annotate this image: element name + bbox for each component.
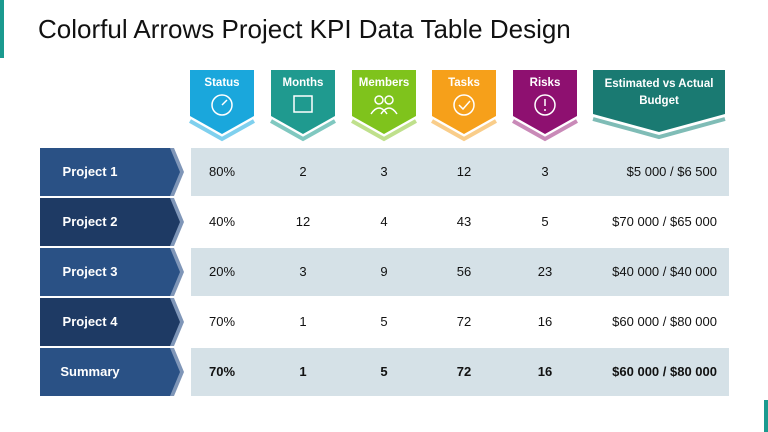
table-cell: $5 000 / $6 500 bbox=[626, 164, 717, 179]
table-cell: 72 bbox=[456, 364, 472, 379]
column-header: Estimated vs Actual Budget bbox=[604, 78, 714, 107]
badge-shadow bbox=[431, 119, 497, 142]
table-cell: 16 bbox=[537, 364, 553, 379]
icon bbox=[384, 95, 394, 105]
icon bbox=[293, 95, 313, 113]
row-arrow bbox=[40, 298, 180, 346]
row-label: Project 1 bbox=[62, 164, 118, 179]
table-cell: 70% bbox=[208, 314, 236, 329]
icon bbox=[370, 107, 398, 115]
table-cell: 40% bbox=[208, 214, 236, 229]
icon bbox=[534, 94, 556, 116]
icon bbox=[374, 95, 384, 105]
corner-accent bbox=[0, 0, 4, 58]
table-cell: 16 bbox=[537, 314, 553, 329]
row-arrow bbox=[40, 248, 180, 296]
table-cell: 70% bbox=[208, 364, 236, 379]
table-cell: $40 000 / $40 000 bbox=[612, 264, 717, 279]
table-cell: 3 bbox=[541, 164, 549, 179]
icon bbox=[211, 94, 233, 116]
column-header: Tasks bbox=[448, 77, 480, 89]
row-arrow bbox=[40, 198, 180, 246]
icon bbox=[453, 94, 475, 116]
column-header: Members bbox=[358, 77, 410, 89]
row-label: Project 3 bbox=[62, 264, 118, 279]
header-badge bbox=[593, 70, 725, 132]
table-cell: 4 bbox=[380, 214, 388, 229]
icon bbox=[221, 99, 228, 106]
table-cell: 12 bbox=[295, 214, 311, 229]
badge-shadow bbox=[512, 119, 578, 142]
table-cell: $60 000 / $80 000 bbox=[612, 314, 717, 329]
table-cell: 2 bbox=[299, 164, 307, 179]
badge-shadow bbox=[351, 119, 417, 142]
table-cell: 1 bbox=[299, 314, 307, 329]
table-cell: 5 bbox=[541, 214, 549, 229]
table-cell: 20% bbox=[208, 264, 236, 279]
row-band bbox=[191, 148, 729, 196]
corner-accent bbox=[764, 400, 768, 432]
table-cell: 3 bbox=[299, 264, 307, 279]
icon bbox=[458, 100, 471, 111]
table-cell: 23 bbox=[537, 264, 553, 279]
table-cell: 3 bbox=[380, 164, 388, 179]
table-cell: 5 bbox=[380, 314, 388, 329]
header-badge bbox=[271, 70, 335, 134]
row-band bbox=[191, 348, 729, 396]
table-cell: 72 bbox=[456, 314, 472, 329]
table-cell: 9 bbox=[380, 264, 388, 279]
column-header: Risks bbox=[529, 77, 561, 89]
header-badge bbox=[190, 70, 254, 134]
badge-shadow bbox=[189, 119, 255, 142]
header-badge bbox=[432, 70, 496, 134]
badge-shadow bbox=[592, 117, 726, 140]
badge-shadow bbox=[270, 119, 336, 142]
column-header: Months bbox=[282, 77, 324, 89]
table-cell: 56 bbox=[456, 264, 472, 279]
table-cell: 5 bbox=[380, 364, 388, 379]
table-cell: $70 000 / $65 000 bbox=[612, 214, 717, 229]
slide-title: Colorful Arrows Project KPI Data Table D… bbox=[38, 14, 571, 44]
row-arrow bbox=[40, 148, 180, 196]
header-badge bbox=[352, 70, 416, 134]
row-band bbox=[191, 248, 729, 296]
table-cell: 80% bbox=[208, 164, 236, 179]
table-cell: 1 bbox=[299, 364, 307, 379]
row-arrow bbox=[40, 348, 180, 396]
column-header: Status bbox=[204, 77, 240, 89]
table-cell: 43 bbox=[456, 214, 472, 229]
table-cell: $60 000 / $80 000 bbox=[612, 364, 717, 379]
row-label: Summary bbox=[60, 364, 120, 379]
row-label: Project 4 bbox=[62, 314, 118, 329]
row-label: Project 2 bbox=[62, 214, 118, 229]
table-cell: 12 bbox=[456, 164, 472, 179]
